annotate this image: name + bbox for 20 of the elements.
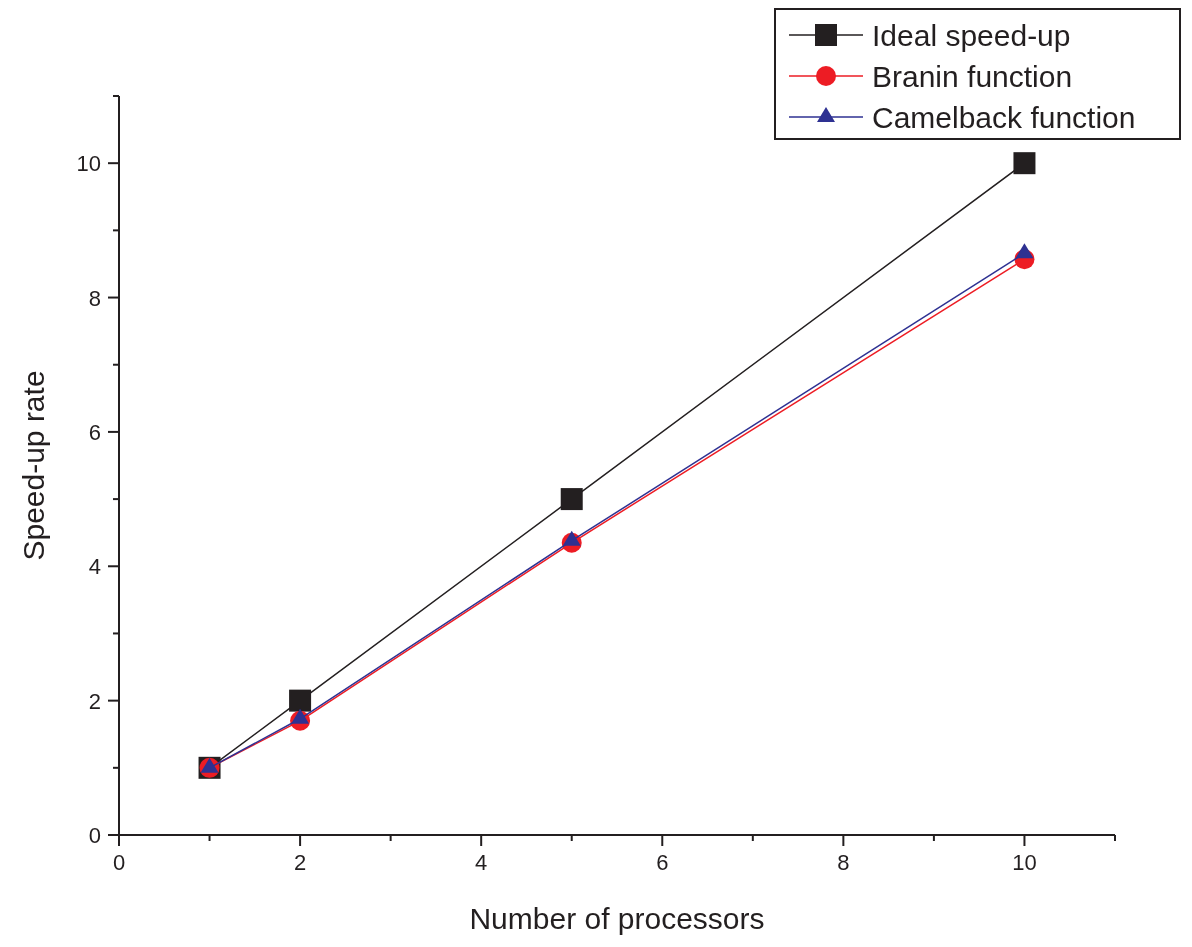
x-tick-label: 4	[475, 850, 488, 875]
x-tick-label: 10	[1012, 850, 1037, 875]
y-axis-title: Speed-up rate	[17, 370, 50, 561]
legend-label: Branin function	[872, 60, 1073, 93]
y-tick-label: 2	[88, 688, 101, 714]
y-tick-label: 6	[88, 419, 101, 445]
y-tick-label: 8	[88, 285, 101, 311]
point	[560, 488, 583, 511]
legend-label: Camelback function	[872, 101, 1136, 134]
x-tick-label: 0	[112, 850, 126, 875]
point	[1013, 152, 1036, 175]
x-tick-label: 6	[656, 850, 669, 875]
point	[289, 689, 312, 712]
x-tick-label: 2	[293, 850, 307, 875]
y-tick-label: 10	[76, 151, 101, 177]
x-tick-label: 8	[837, 850, 850, 875]
y-tick-label: 0	[88, 823, 101, 848]
y-tick-label: 4	[88, 554, 101, 580]
legend-label: Ideal speed-up	[872, 19, 1071, 52]
x-axis-title: Number of processors	[469, 902, 765, 935]
